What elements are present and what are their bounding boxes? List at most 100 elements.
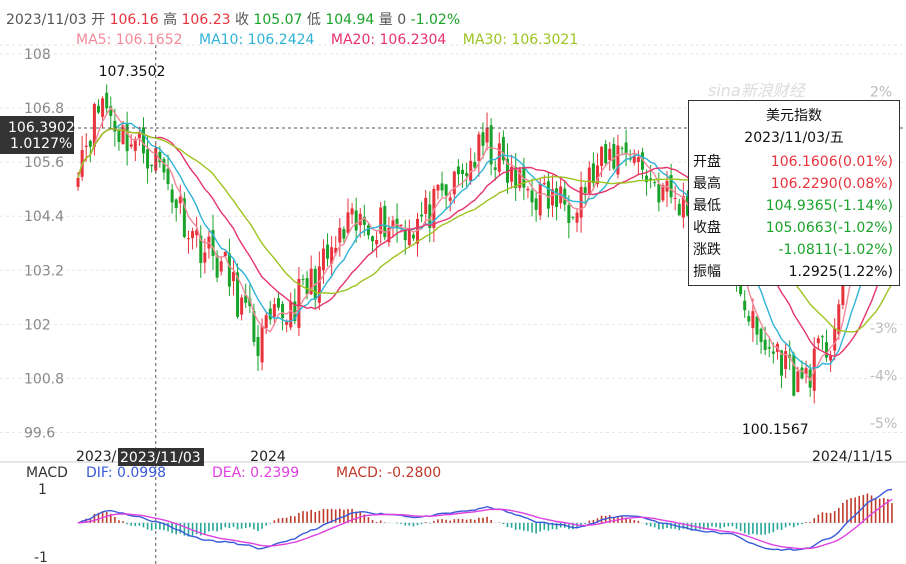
tooltip-key: 涨跌 [693,242,721,258]
candle-body [395,218,399,228]
ma5-line [77,106,893,382]
tooltip-key: 收盘 [693,220,721,236]
candle-body [264,315,268,329]
candle-body [546,181,550,209]
macd-dif-label: DIF: 0.0998 [86,465,166,481]
candle-body [820,336,824,338]
candle-body [583,187,587,193]
candle-body [366,225,370,236]
high-label: 高 [163,12,178,28]
candle-body [146,149,150,169]
candle-body [424,197,428,214]
candle-body [600,146,604,166]
candle-body [309,268,313,295]
x-tick-label: 2024 [250,449,286,465]
candle-body [657,183,661,203]
candle-body [493,167,497,170]
pct-tick-label: -5% [870,416,897,432]
candle-body [461,169,465,175]
candle-body [575,212,579,223]
candle-body [640,152,644,170]
low-label: 低 [306,12,321,28]
ma10-legend: MA10: 106.2424 [198,32,315,48]
tooltip-title: 美元指数 [766,108,822,124]
candle-body [113,120,117,132]
pct-tick-label: -4% [870,369,897,385]
candle-body [252,310,256,343]
macd-ymax-label: 1 [38,482,47,498]
candle-body [456,166,460,175]
candle-body [739,286,743,295]
candle-body [420,214,424,217]
candle-body [416,218,420,244]
candle-body [244,294,248,303]
candle-body [338,227,342,243]
candle-body [653,182,657,184]
candle-body [538,183,542,216]
candle-body [608,148,612,160]
candle-body [326,244,330,259]
candle-body [522,166,526,188]
candle-body [780,350,784,376]
tooltip-value: 104.9365(-1.14%) [765,198,893,214]
candle-body [571,216,575,218]
dif-line [77,488,893,552]
candle-body [162,159,166,173]
candle-body [755,316,759,335]
close-label: 收 [234,12,249,28]
tooltip-value: -1.0811(-1.02%) [778,242,894,258]
candle-body [796,371,800,392]
candle-body [759,328,763,343]
candle-body [391,220,395,228]
candle-body [534,198,538,210]
crosshair-pct: 1.0127% [10,136,72,152]
candle-body [203,252,207,263]
candle-body [645,175,649,183]
candle-body [555,188,559,207]
candle-body [763,339,767,351]
candle-body [612,144,616,169]
candle-body [182,198,186,238]
candle-body [833,328,837,351]
candle-body [526,188,530,191]
candle-body [661,185,665,201]
candle-body [133,139,137,151]
candle-body [497,143,501,172]
macd-ymin-label: -1 [34,550,48,564]
candle-body [125,123,129,152]
candle-body [178,196,182,204]
candle-body [248,298,252,307]
y-tick-label: 100.8 [24,371,64,387]
pct-tick-label: -3% [870,321,897,337]
y-tick-label: 104.4 [24,209,64,225]
candle-body [211,230,215,256]
tooltip-date: 2023/11/03/五 [744,130,844,146]
candle-body [256,336,260,356]
candle-body [669,175,673,198]
candle-body [784,351,788,370]
candle-body [215,255,219,278]
macd-value-label: MACD: -0.2800 [336,465,441,481]
candle-body [305,278,309,295]
candle-body [195,230,199,236]
candle-body [383,205,387,238]
candle-body [346,212,350,233]
candle-body [231,272,235,282]
candle-body [141,127,145,154]
candle-body [489,125,493,165]
header-date: 2023/11/03 [6,12,87,28]
candle-body [477,134,481,161]
candle-body [800,367,804,379]
change-pct: -1.02% [410,12,461,28]
candle-body [342,229,346,239]
candle-body [677,203,681,216]
candle-body [88,140,92,147]
candle-body [92,103,96,147]
open-value: 106.16 [109,12,159,28]
candle-body [321,248,325,271]
tooltip-value: 106.2290(0.08%) [770,176,893,192]
candle-body [387,227,391,243]
crosshair-date-box [118,448,204,466]
tooltip-row-low: 最低 104.9365(-1.14%) [693,195,893,217]
sina-watermark: sina新浪财经 [708,81,807,100]
